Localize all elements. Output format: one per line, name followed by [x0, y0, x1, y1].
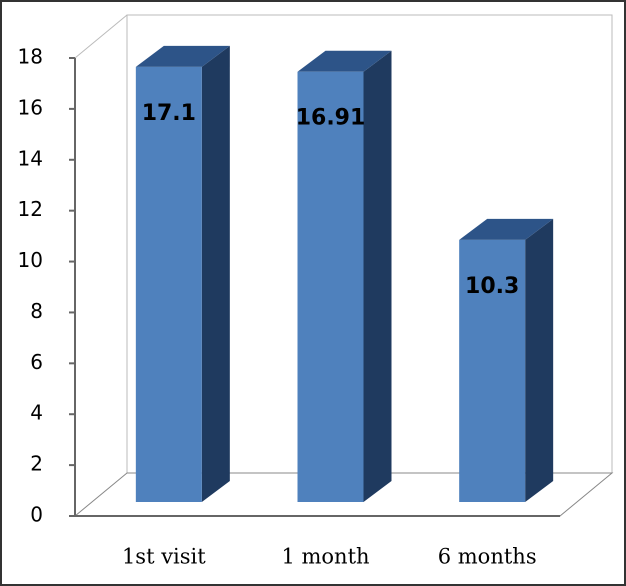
y-tick-label: 0 [30, 503, 43, 527]
bar-top [135, 45, 230, 67]
value-label: 17.1 [142, 101, 196, 126]
bar-side [525, 218, 554, 502]
value-label: 16.91 [296, 106, 366, 131]
bar [459, 239, 526, 502]
bar-side [201, 45, 230, 503]
y-tick-label: 6 [30, 350, 43, 374]
bar-side [363, 50, 392, 503]
y-tick-label: 8 [30, 299, 43, 323]
y-tick-label: 2 [30, 452, 43, 476]
y-tick-label: 16 [18, 95, 43, 119]
side-wall-top [74, 14, 128, 59]
bar [135, 66, 202, 503]
value-label: 10.3 [465, 274, 519, 299]
y-tick-label: 12 [18, 197, 43, 221]
bar [297, 71, 364, 503]
bar-top [297, 50, 392, 72]
y-tick-label: 14 [18, 146, 43, 170]
y-tick-label: 10 [18, 248, 43, 272]
x-tick-label: 1 month [281, 545, 369, 569]
x-tick-label: 6 months [438, 545, 537, 569]
x-tick-label: 1st visit [122, 545, 206, 569]
y-tick-label: 18 [18, 45, 43, 69]
y-tick-label: 4 [30, 401, 43, 425]
bar-top [459, 218, 554, 240]
